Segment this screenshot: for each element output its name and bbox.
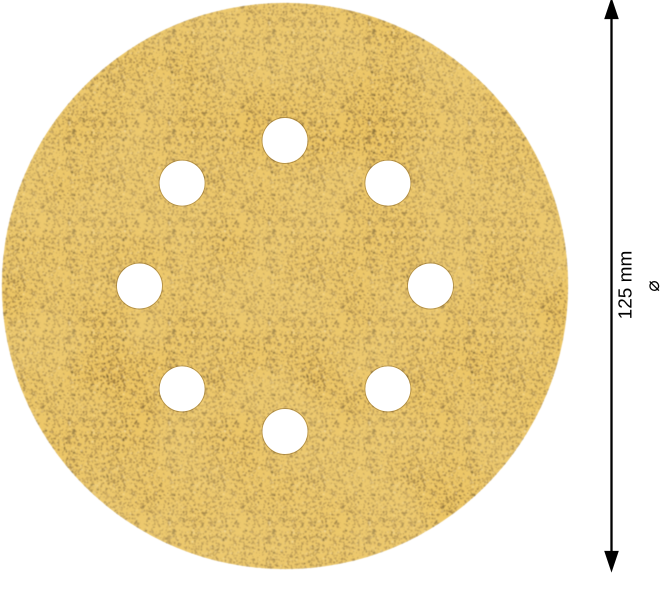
svg-text:⌀: ⌀ [643,280,664,291]
svg-text:125 mm: 125 mm [616,251,637,320]
